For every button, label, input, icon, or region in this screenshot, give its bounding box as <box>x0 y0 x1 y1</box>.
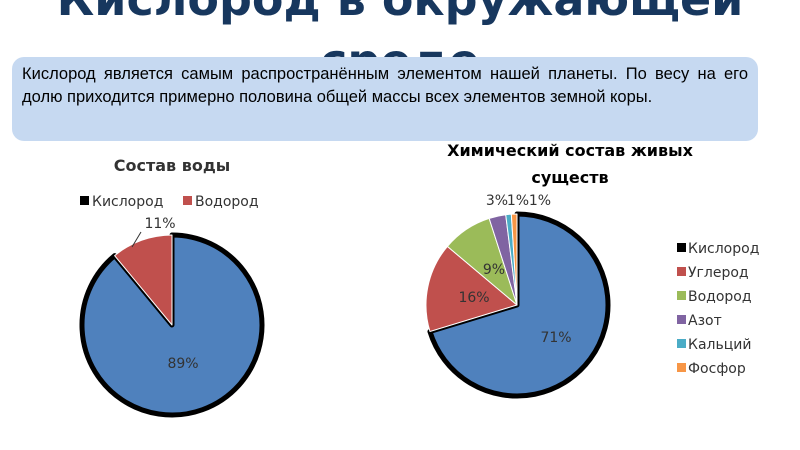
legend-swatch <box>677 243 686 252</box>
legend-label: Водород <box>688 289 752 305</box>
pie-slices <box>79 232 265 418</box>
leader-line <box>131 231 142 248</box>
data-label: 3% <box>486 193 508 209</box>
info-callout: Кислород является самым распространённым… <box>12 57 758 141</box>
chart-title-line2: существ <box>531 168 608 187</box>
legend-swatch <box>677 291 686 300</box>
legend-swatch <box>80 196 89 205</box>
pie-slices <box>425 211 611 399</box>
legend-swatch <box>677 363 686 372</box>
legend-label: Кальций <box>688 337 751 353</box>
data-label: 16% <box>458 290 489 306</box>
data-label: 89% <box>167 356 198 372</box>
living-beings-composition-chart: Химический состав живых существ Кислород… <box>425 141 759 399</box>
legend-swatch <box>183 196 192 205</box>
pie-slice-0 <box>427 211 611 399</box>
legend-label: Углерод <box>688 265 749 281</box>
data-labels: 71%16%9%3%1% 1% <box>458 193 571 346</box>
data-label: 1% <box>507 193 529 209</box>
data-labels: 89% 11% <box>131 216 199 372</box>
data-label: 11% <box>144 216 175 232</box>
chart-title: Состав воды <box>114 156 231 175</box>
callout-text: Кислород является самым распространённым… <box>22 65 748 106</box>
legend-swatch <box>677 339 686 348</box>
chart-legend: Кислород Углерод Водород Азот Кальций Фосфор <box>677 241 759 377</box>
legend-label: Водород <box>195 194 259 210</box>
data-label: 9% <box>483 262 505 278</box>
legend-label: Кислород <box>688 241 759 257</box>
data-label: 71% <box>540 330 571 346</box>
pie-slice-1 <box>425 245 518 332</box>
chart-legend: Кислород Водород <box>80 194 259 210</box>
pie-slice-5 <box>510 213 518 306</box>
legend-label: Фосфор <box>688 361 746 377</box>
chart-title-line1: Химический состав живых <box>447 141 693 160</box>
water-composition-chart: Состав воды Кислород Водород 89% 11% <box>79 156 265 418</box>
slide-title-line1: Кислород в окружающей <box>57 0 744 26</box>
legend-label: Кислород <box>92 194 163 210</box>
legend-swatch <box>677 315 686 324</box>
pie-slice-1 <box>114 234 173 326</box>
legend-label: Азот <box>688 313 722 329</box>
legend-swatch <box>677 267 686 276</box>
data-label: 1% <box>529 193 551 209</box>
